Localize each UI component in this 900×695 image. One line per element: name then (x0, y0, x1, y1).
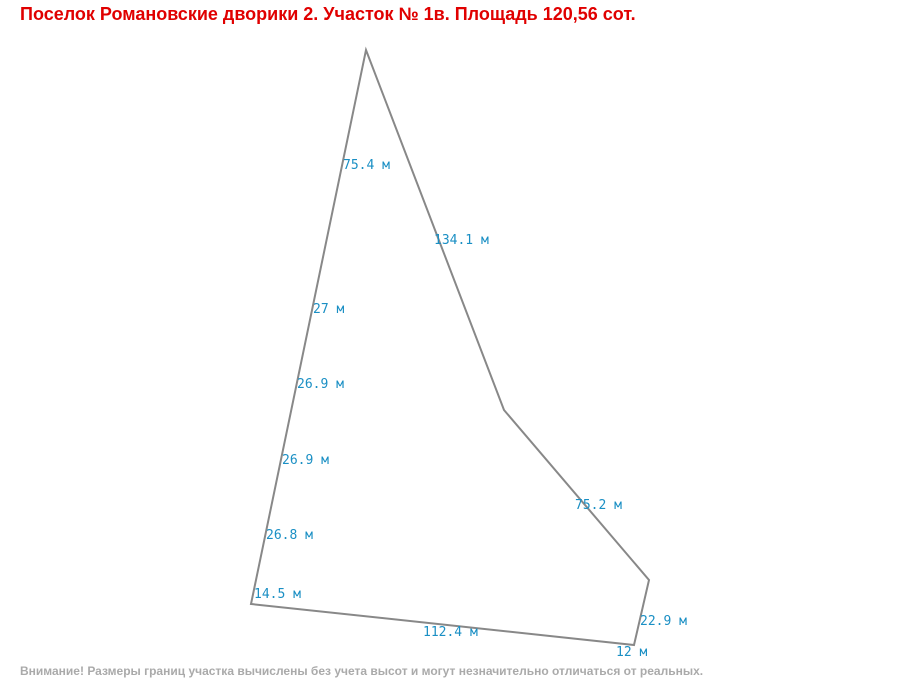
edge-label: 26.8 м (266, 528, 313, 543)
plot-outline (249, 46, 651, 647)
title: Поселок Романовские дворики 2. Участок №… (20, 4, 636, 24)
edge-label: 75.2 м (575, 498, 622, 513)
edge-label: 26.9 м (297, 377, 344, 392)
edge-label: 12 м (616, 645, 647, 660)
edge-label: 27 м (313, 302, 344, 317)
edge-label: 112.4 м (423, 625, 478, 640)
edge-label: 75.4 м (343, 158, 390, 173)
edge-label: 134.1 м (434, 233, 489, 248)
edge-label: 22.9 м (640, 614, 687, 629)
edge-label: 14.5 м (254, 587, 301, 602)
note: Внимание! Размеры границ участка вычисле… (20, 664, 703, 678)
edge-label: 26.9 м (282, 453, 329, 468)
